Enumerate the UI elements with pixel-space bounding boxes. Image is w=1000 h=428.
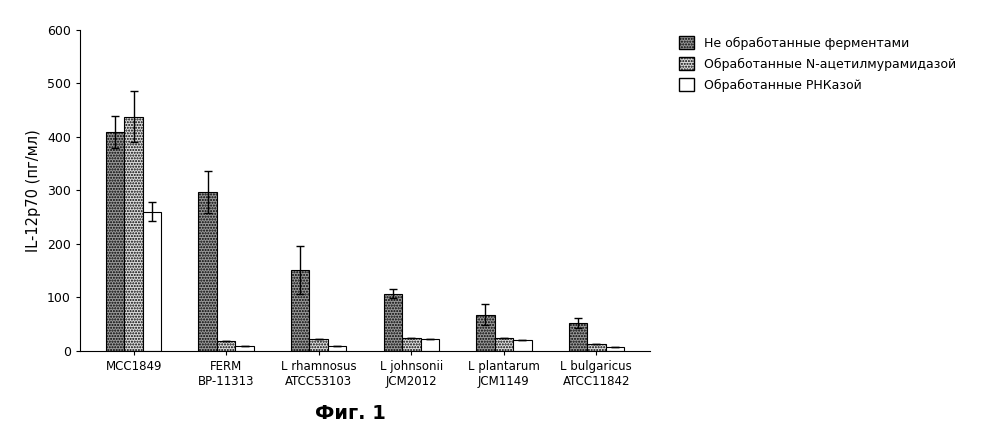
Bar [402, 338, 421, 351]
Bar [143, 212, 161, 351]
Bar [606, 347, 624, 351]
Bar [235, 346, 254, 351]
Bar [513, 340, 532, 351]
Bar [198, 192, 217, 351]
Bar [309, 339, 328, 351]
Bar [106, 132, 124, 351]
Bar [495, 338, 513, 351]
Bar [124, 117, 143, 351]
Bar [421, 339, 439, 351]
Bar [384, 294, 402, 351]
Bar [587, 344, 606, 351]
Legend: Не обработанные ферментами, Обработанные N-ацетилмурамидазой, Обработанные РНКаз: Не обработанные ферментами, Обработанные… [679, 36, 956, 92]
Text: Фиг. 1: Фиг. 1 [315, 404, 385, 423]
Bar [476, 315, 495, 351]
Y-axis label: IL-12p70 (пг/мл): IL-12p70 (пг/мл) [26, 129, 41, 252]
Bar [569, 323, 587, 351]
Bar [217, 342, 235, 351]
Bar [328, 346, 346, 351]
Bar [291, 270, 309, 351]
